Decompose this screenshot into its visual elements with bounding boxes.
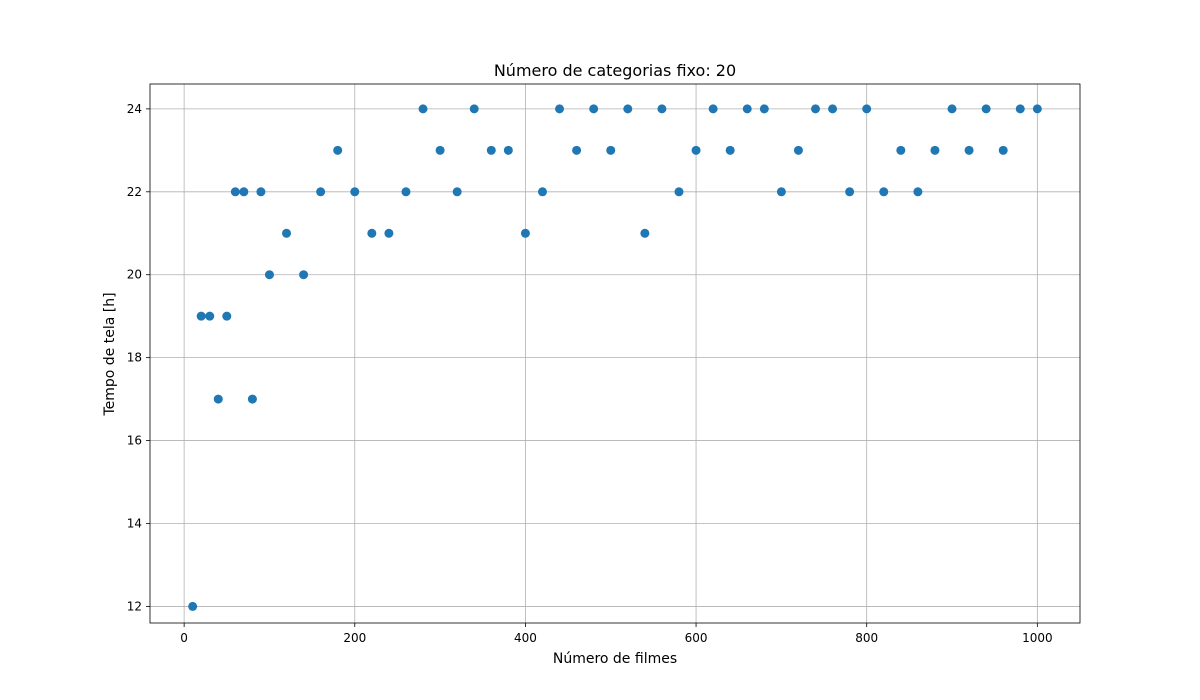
data-point	[486, 145, 496, 155]
data-point	[205, 311, 215, 321]
data-point	[213, 394, 223, 404]
data-point	[435, 145, 445, 155]
data-point	[256, 187, 266, 197]
data-point	[708, 104, 718, 114]
data-point	[913, 187, 923, 197]
data-point	[964, 145, 974, 155]
data-point	[222, 311, 232, 321]
data-point	[230, 187, 240, 197]
y-tick-label: 20	[127, 268, 142, 282]
data-point	[674, 187, 684, 197]
data-point	[239, 187, 249, 197]
data-point	[606, 145, 616, 155]
data-point	[879, 187, 889, 197]
data-point	[299, 270, 309, 280]
data-point	[776, 187, 786, 197]
data-point	[572, 145, 582, 155]
data-point	[947, 104, 957, 114]
data-point	[742, 104, 752, 114]
data-point	[196, 311, 206, 321]
data-point	[896, 145, 906, 155]
data-point	[188, 601, 198, 611]
y-tick-label: 12	[127, 599, 142, 613]
data-point	[811, 104, 821, 114]
data-point	[862, 104, 872, 114]
data-point	[264, 270, 274, 280]
data-point	[623, 104, 633, 114]
data-point	[282, 228, 292, 238]
data-point	[759, 104, 769, 114]
x-tick-label: 600	[685, 631, 708, 645]
data-point	[691, 145, 701, 155]
data-point	[401, 187, 411, 197]
data-point	[930, 145, 940, 155]
data-point	[333, 145, 343, 155]
grid	[150, 84, 1080, 623]
x-tick-label: 800	[855, 631, 878, 645]
y-axis-label: Tempo de tela [h]	[102, 292, 118, 416]
data-point	[520, 228, 530, 238]
data-point	[384, 228, 394, 238]
data-point	[1015, 104, 1025, 114]
data-point	[828, 104, 838, 114]
data-point	[845, 187, 855, 197]
data-point	[981, 104, 991, 114]
data-point	[247, 394, 257, 404]
data-point	[998, 145, 1008, 155]
data-point	[503, 145, 513, 155]
data-point	[793, 145, 803, 155]
data-point	[657, 104, 667, 114]
plot-area-frame	[149, 83, 1081, 624]
data-point	[725, 145, 735, 155]
x-axis-label: Número de filmes	[553, 651, 677, 667]
data-point	[1032, 104, 1042, 114]
y-tick-label: 22	[127, 185, 142, 199]
data-point	[640, 228, 650, 238]
data-point	[418, 104, 428, 114]
chart-title: Número de categorias fixo: 20	[494, 61, 736, 80]
y-tick-label: 16	[127, 434, 142, 448]
x-tick-label: 200	[343, 631, 366, 645]
data-point	[452, 187, 462, 197]
y-tick-label: 14	[127, 516, 142, 530]
data-point	[350, 187, 360, 197]
data-point	[316, 187, 326, 197]
x-tick-label: 400	[514, 631, 537, 645]
y-tick-label: 24	[127, 102, 142, 116]
data-point	[537, 187, 547, 197]
data-point	[469, 104, 479, 114]
axis-ticks: 0 200 400 600 800 1000 12 14 16 18 20 22 24	[127, 102, 1053, 645]
x-tick-label: 0	[180, 631, 188, 645]
data-point	[367, 228, 377, 238]
data-point	[555, 104, 565, 114]
x-tick-label: 1000	[1022, 631, 1053, 645]
y-tick-label: 18	[127, 351, 142, 365]
data-point	[589, 104, 599, 114]
data-points	[188, 104, 1042, 611]
